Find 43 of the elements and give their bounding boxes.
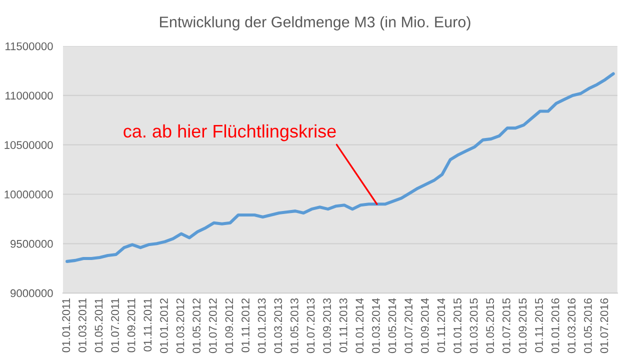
y-tick-label: 11500000 — [6, 42, 53, 50]
x-tick-label: 01.11.2012 — [242, 298, 250, 352]
x-tick-label: 01.07.2013 — [306, 298, 315, 354]
x-tick-label: 01.03.2015 — [470, 298, 478, 354]
x-tick-label: 01.03.2013 — [274, 298, 282, 354]
x-tick-label: 01.03.2014 — [372, 298, 380, 354]
x-tick-label: 01.05.2016 — [584, 298, 592, 354]
x-tick-label: 01.09.2011 — [127, 298, 136, 352]
x-tick-label: 01.05.2013 — [290, 298, 298, 354]
line-series — [66, 72, 615, 263]
x-tick-label: 01.07.2015 — [502, 298, 510, 354]
x-tick-label: 01.05.2011 — [94, 298, 103, 352]
x-tick-label: 01.01.2015 — [454, 298, 462, 354]
x-tick-label: 01.09.2012 — [225, 298, 234, 354]
x-tick-label: 01.01.2016 — [551, 298, 560, 354]
x-tick-label: 01.11.2014 — [437, 298, 446, 352]
y-tick-label: 10000000 — [4, 190, 53, 198]
x-tick-label: 01.11.2015 — [535, 298, 543, 352]
x-tick-label: 01.05.2014 — [388, 298, 396, 354]
x-tick-label: 01.03.2011 — [78, 298, 86, 352]
x-tick-label: 01.09.2013 — [323, 298, 331, 354]
x-tick-label: 01.07.2012 — [208, 298, 217, 354]
x-tick-label: 01.09.2014 — [420, 298, 429, 354]
y-tick-label: 10500000 — [4, 141, 53, 149]
x-tick-label: 01.03.2016 — [568, 298, 576, 354]
x-tick-label: 01.09.2015 — [518, 298, 527, 354]
x-tick-label: 01.03.2012 — [176, 298, 184, 354]
x-tick-label: 01.01.2014 — [356, 298, 364, 354]
x-tick-label: 01.05.2012 — [192, 298, 201, 354]
x-tick-label: 01.11.2013 — [339, 298, 348, 352]
x-tick-label: 01.07.2016 — [600, 298, 608, 354]
x-tick-label: 01.01.2012 — [160, 298, 168, 354]
x-tick-label: 01.01.2013 — [258, 298, 266, 354]
y-tick-label: 9500000 — [10, 240, 53, 248]
x-tick-label: 01.07.2014 — [404, 298, 412, 354]
x-tick-label: 01.11.2011 — [144, 298, 152, 352]
annotation: ca. ab hier Flüchtlingskrise — [124, 124, 336, 142]
chart-title: Entwicklung der Geldmenge M3 (in Mio. Euro) — [160, 16, 470, 30]
y-tick-label: 9000000 — [10, 289, 53, 298]
x-tick-label: 01.05.2015 — [486, 298, 494, 354]
x-tick-label: 01.01.2011 — [62, 298, 70, 352]
y-tick-label: 11000000 — [6, 92, 53, 100]
x-tick-label: 01.07.2011 — [111, 298, 119, 352]
